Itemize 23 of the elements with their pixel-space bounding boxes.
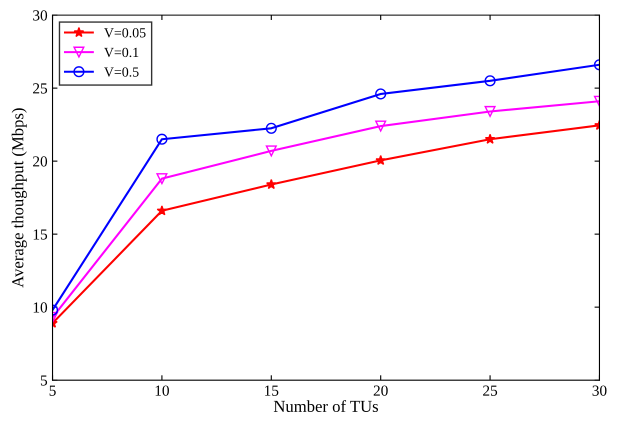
y-axis-title: Average thoughput (Mbps): [12, 108, 27, 288]
x-tick-label: 15: [265, 386, 278, 396]
point: [375, 154, 386, 166]
point: [375, 88, 386, 100]
x-tick-label: 10: [156, 385, 169, 396]
y-tick-label: 20: [33, 156, 48, 167]
y-tick-label: 10: [34, 302, 48, 313]
x-tick-label: 25: [483, 386, 498, 396]
y-tick-label: 30: [33, 10, 48, 21]
legend-label: V=0.1: [104, 48, 138, 58]
point: [266, 178, 277, 190]
point: [375, 120, 386, 132]
y-tick-label: 15: [34, 229, 48, 240]
point: [266, 122, 277, 134]
y-tick-label: 5: [40, 375, 48, 386]
x-tick-label: 20: [374, 385, 388, 396]
legend-label: V=0.05: [104, 28, 146, 38]
legend-label: V=0.5: [104, 67, 139, 77]
x-tick-label: 5: [50, 386, 56, 396]
y-tick-label: 25: [33, 83, 48, 94]
x-tick-label: 30: [592, 385, 607, 396]
x-axis-title: Number of TUs: [274, 400, 378, 412]
point: [266, 145, 277, 156]
